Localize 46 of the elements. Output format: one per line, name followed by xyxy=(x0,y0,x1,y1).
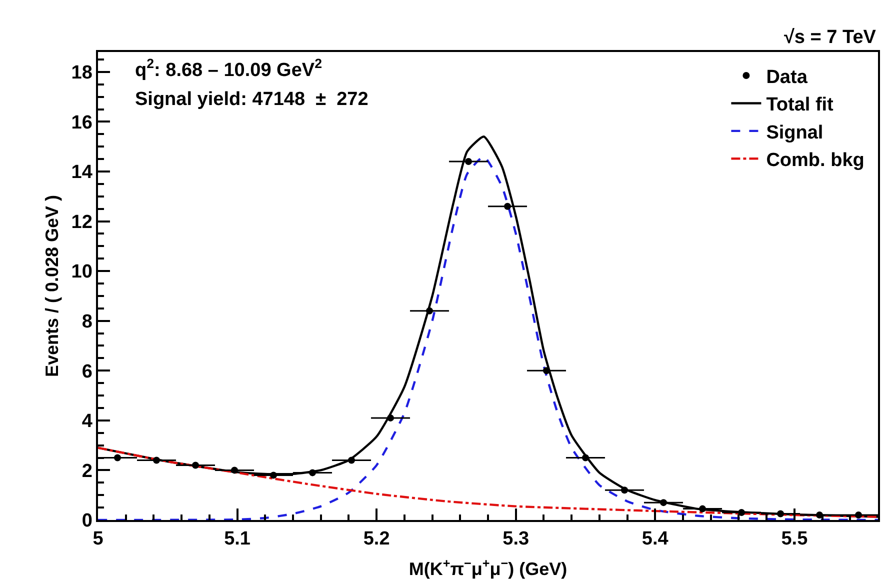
legend-label: Data xyxy=(766,66,808,88)
point xyxy=(309,469,316,476)
legend-label: Total fit xyxy=(766,94,834,116)
point xyxy=(270,472,277,479)
annotation: q$^{2}$: 8.68 – 10.09 GeV$^{2}$ xyxy=(135,56,322,81)
legend-label: Comb. bkg xyxy=(766,150,864,172)
legend-label: Signal xyxy=(766,122,824,144)
y-tick-label: 10 xyxy=(71,262,92,283)
point xyxy=(426,307,433,314)
point xyxy=(504,202,511,210)
y-tick-label: 16 xyxy=(71,112,92,134)
y-axis-title: Events / ( 0.028 GeV ) xyxy=(42,194,62,378)
point xyxy=(153,456,160,464)
y-tick-label: 4 xyxy=(82,411,93,432)
x-tick-label: 5 xyxy=(92,528,104,550)
text: M(K$^{+}$π$^{−}$μ$^{+}$μ$^{−}$) (GeV) xyxy=(408,556,568,580)
point xyxy=(543,367,550,374)
x-tick-label: 5.1 xyxy=(224,528,251,550)
point xyxy=(699,505,706,512)
point xyxy=(777,510,784,518)
point xyxy=(465,158,472,166)
point xyxy=(231,466,238,474)
line-series xyxy=(98,446,878,518)
point xyxy=(660,499,667,506)
y-tick-label: 2 xyxy=(82,460,92,482)
y-tick-label: 14 xyxy=(71,162,93,184)
point xyxy=(114,454,121,462)
point xyxy=(816,512,823,519)
point xyxy=(387,414,394,422)
point xyxy=(855,512,862,519)
annotation: Signal yield: 47148 ± 272 xyxy=(135,89,368,110)
x-tick-label: 5.3 xyxy=(502,528,530,550)
y-tick-label: 0 xyxy=(82,510,92,532)
y-tick-label: 12 xyxy=(71,212,92,233)
point xyxy=(192,462,199,469)
point xyxy=(348,456,355,464)
x-tick-label: 5.4 xyxy=(642,528,669,550)
y-tick-label: 6 xyxy=(82,361,92,382)
point xyxy=(738,509,745,516)
y-tick-label: 18 xyxy=(71,62,92,84)
point xyxy=(621,486,628,494)
x-tick-label: 5.2 xyxy=(363,528,390,550)
text: √s = 7 TeV xyxy=(784,27,876,48)
y-tick-label: 8 xyxy=(82,312,92,332)
point xyxy=(582,454,589,462)
x-tick-label: 5.5 xyxy=(781,528,808,550)
